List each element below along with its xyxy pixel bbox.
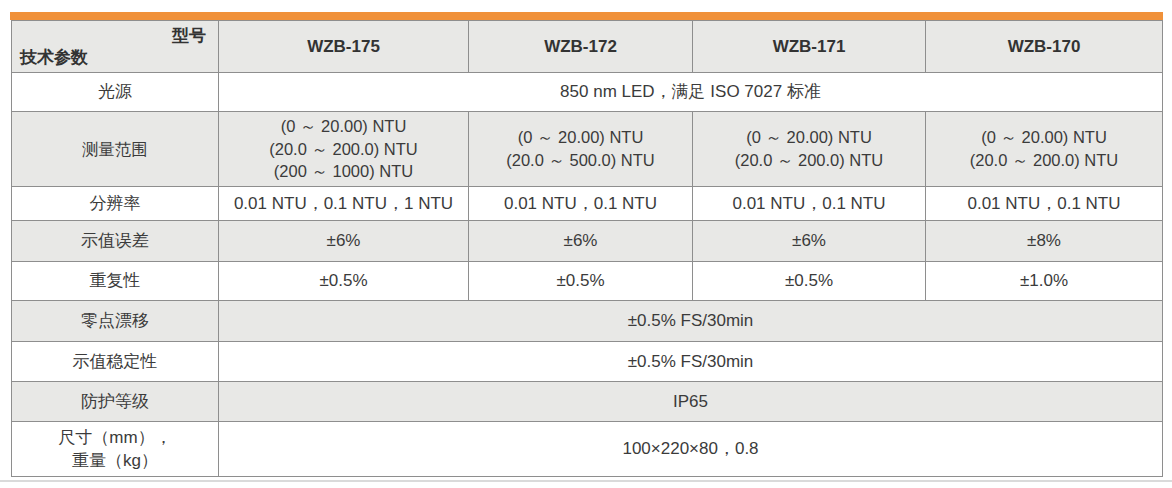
row-indication-error: 示值误差 ±6% ±6% ±6% ±8% [12,221,1163,262]
accent-bar [10,12,1163,20]
row-label-indication-error: 示值误差 [12,221,219,262]
row-zero-drift: 零点漂移 ±0.5% FS/30min [12,301,1163,342]
corner-label-tech-params: 技术参数 [20,46,88,69]
cell-range-wzb-171: (0 ～ 20.00) NTU (20.0 ～ 200.0) NTU [693,112,926,187]
corner-header-cell: 型号 技术参数 [12,21,219,73]
cell-resolution-wzb-172: 0.01 NTU，0.1 NTU [469,187,693,221]
column-header-wzb-172: WZB-172 [469,21,693,73]
cell-resolution-wzb-171: 0.01 NTU，0.1 NTU [693,187,926,221]
row-label-measure-range: 测量范围 [12,112,219,187]
row-label-indication-stability: 示值稳定性 [12,342,219,382]
cell-resolution-wzb-170: 0.01 NTU，0.1 NTU [926,187,1163,221]
cell-repeat-wzb-170: ±1.0% [926,262,1163,301]
row-label-size-weight: 尺寸（mm）， 重量（kg） [12,422,219,477]
row-label-resolution: 分辨率 [12,187,219,221]
row-measure-range: 测量范围 (0 ～ 20.00) NTU (20.0 ～ 200.0) NTU … [12,112,1163,187]
row-label-light-source: 光源 [12,73,219,112]
row-label-repeatability: 重复性 [12,262,219,301]
row-protection-rating: 防护等级 IP65 [12,382,1163,422]
cell-range-wzb-175: (0 ～ 20.00) NTU (20.0 ～ 200.0) NTU (200 … [219,112,469,187]
cell-error-wzb-172: ±6% [469,221,693,262]
header-row: 型号 技术参数 WZB-175 WZB-172 WZB-171 WZB-170 [12,21,1163,73]
row-size-weight: 尺寸（mm）， 重量（kg） 100×220×80，0.8 [12,422,1163,477]
cell-repeat-wzb-172: ±0.5% [469,262,693,301]
row-indication-stability: 示值稳定性 ±0.5% FS/30min [12,342,1163,382]
column-header-wzb-175: WZB-175 [219,21,469,73]
page-bottom-divider [0,480,1172,482]
cell-repeat-wzb-171: ±0.5% [693,262,926,301]
spec-table: 型号 技术参数 WZB-175 WZB-172 WZB-171 WZB-170 … [11,20,1163,477]
cell-range-wzb-172: (0 ～ 20.00) NTU (20.0 ～ 500.0) NTU [469,112,693,187]
cell-range-wzb-170: (0 ～ 20.00) NTU (20.0 ～ 200.0) NTU [926,112,1163,187]
column-header-wzb-171: WZB-171 [693,21,926,73]
cell-repeat-wzb-175: ±0.5% [219,262,469,301]
row-resolution: 分辨率 0.01 NTU，0.1 NTU，1 NTU 0.01 NTU，0.1 … [12,187,1163,221]
row-light-source: 光源 850 nm LED，满足 ISO 7027 标准 [12,73,1163,112]
row-label-protection-rating: 防护等级 [12,382,219,422]
column-header-wzb-170: WZB-170 [926,21,1163,73]
cell-light-source-value: 850 nm LED，满足 ISO 7027 标准 [219,73,1163,112]
corner-label-model: 型号 [172,24,206,47]
row-label-zero-drift: 零点漂移 [12,301,219,342]
cell-error-wzb-175: ±6% [219,221,469,262]
cell-size-weight-value: 100×220×80，0.8 [219,422,1163,477]
cell-protection-value: IP65 [219,382,1163,422]
row-repeatability: 重复性 ±0.5% ±0.5% ±0.5% ±1.0% [12,262,1163,301]
cell-error-wzb-171: ±6% [693,221,926,262]
cell-resolution-wzb-175: 0.01 NTU，0.1 NTU，1 NTU [219,187,469,221]
page: 型号 技术参数 WZB-175 WZB-172 WZB-171 WZB-170 … [0,0,1172,488]
cell-stability-value: ±0.5% FS/30min [219,342,1163,382]
cell-zero-drift-value: ±0.5% FS/30min [219,301,1163,342]
cell-error-wzb-170: ±8% [926,221,1163,262]
